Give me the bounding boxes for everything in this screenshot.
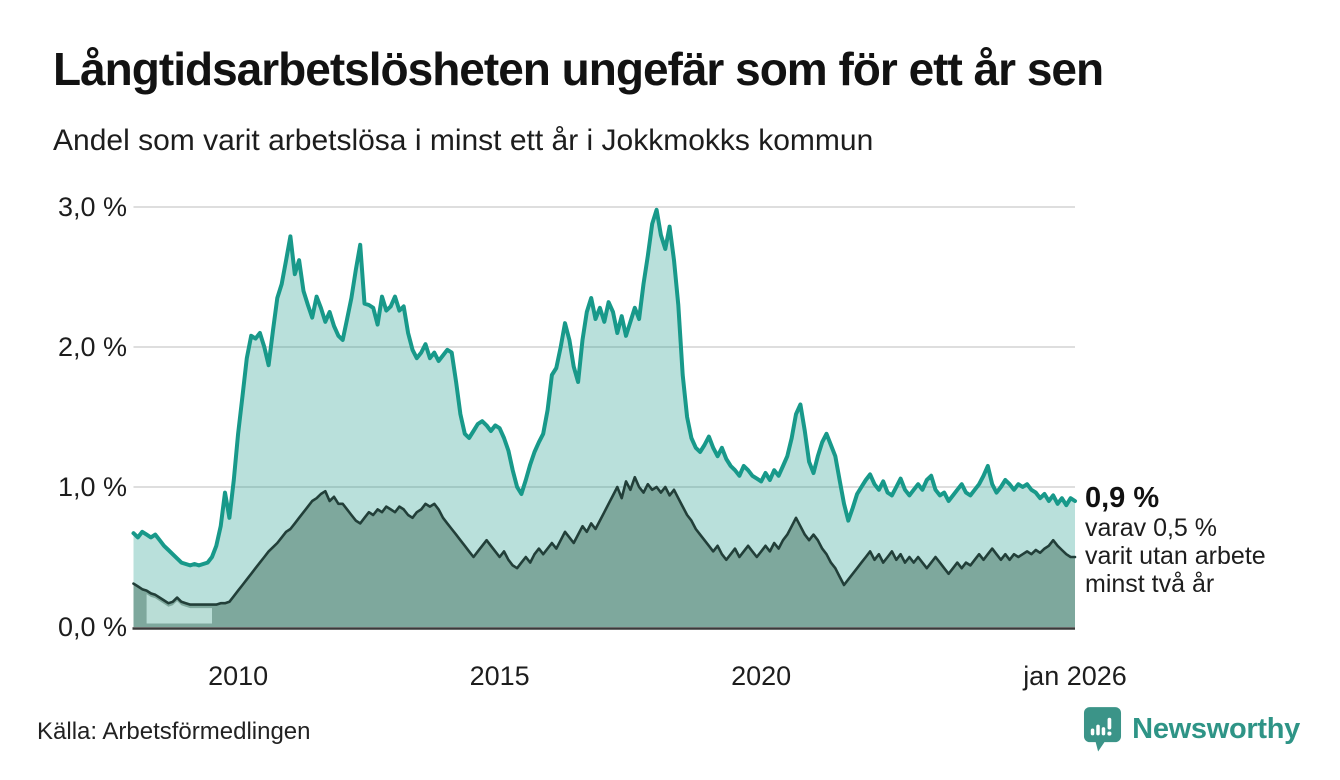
x-axis-tick-label: 2020 (731, 661, 792, 691)
low-data-patch (146, 594, 212, 624)
y-axis-tick-label: 2,0 % (57, 332, 127, 362)
upper-series-line (131, 207, 1077, 568)
lower-series-line (132, 475, 1077, 606)
bar-chart-speech-bubble-icon (1084, 707, 1122, 752)
lower-series-area (133, 477, 1075, 627)
x-axis-tick-label: jan 2026 (1023, 661, 1127, 691)
x-axis-tick-label: 2010 (208, 661, 269, 691)
y-axis-tick-label: 3,0 % (57, 192, 127, 222)
annotation-line: minst två år (1085, 570, 1215, 598)
y-axis-tick-label: 1,0 % (57, 472, 127, 502)
end-value-annotation: 0,9 % varav 0,5 % varit utan arbete mins… (1085, 482, 1335, 598)
page-title: Långtidsarbetslösheten ungefär som för e… (53, 43, 1104, 95)
end-value-label: 0,9 % (1085, 482, 1160, 514)
annotation-line: varav 0,5 % (1085, 514, 1218, 542)
source-label: Källa: Arbetsförmedlingen (37, 718, 311, 745)
chart-subtitle: Andel som varit arbetslösa i minst ett å… (53, 124, 874, 157)
annotation-line: varit utan arbete (1085, 542, 1266, 570)
x-axis-tick-label: 2015 (469, 661, 530, 691)
brand-name: Newsworthy (1132, 713, 1300, 745)
y-axis-tick-label: 0,0 % (57, 612, 127, 642)
newsworthy-branding: Newsworthy (1083, 706, 1300, 753)
